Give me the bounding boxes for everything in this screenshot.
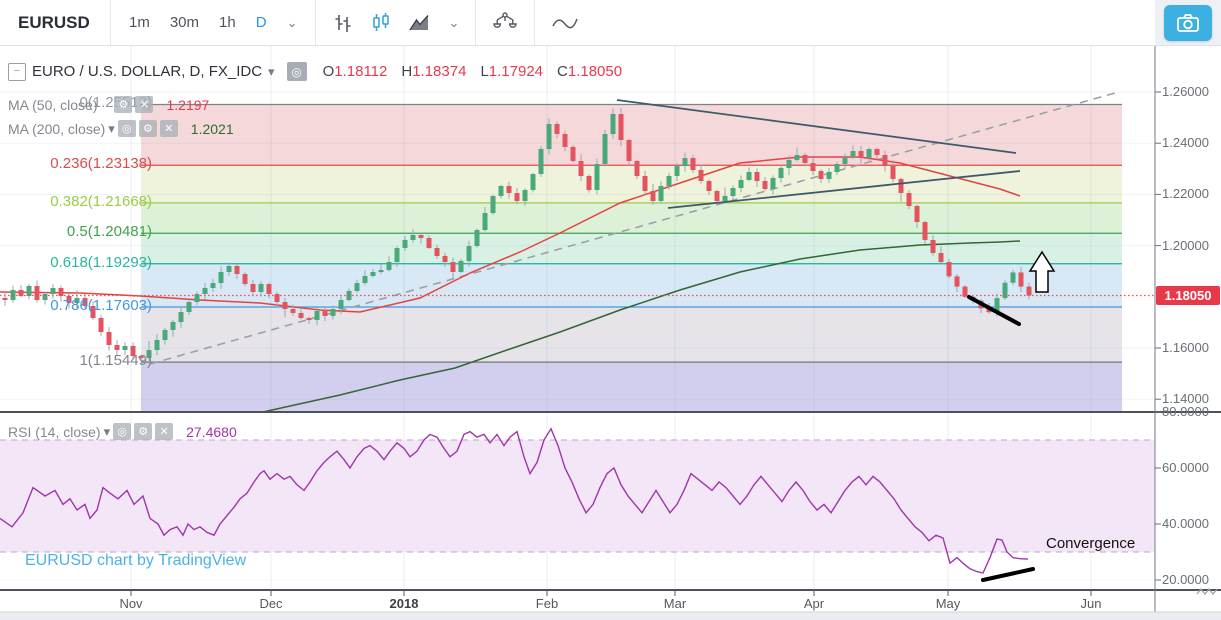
ma200-dropdown-icon[interactable]: ▾: [108, 121, 115, 136]
price-axis-tick: 1.20000: [1162, 237, 1209, 253]
eye-toggle-icon[interactable]: ◎: [286, 62, 307, 81]
line-tool-group: [535, 13, 595, 33]
time-axis-label-May: May: [935, 596, 961, 611]
rsi-axis-tick: 60.0000: [1162, 460, 1209, 475]
price-axis-tick: 1.26000: [1162, 84, 1209, 99]
toolbar-separator: [475, 0, 477, 45]
interval-button-1m[interactable]: 1m: [129, 14, 150, 31]
low-value: 1.17924: [488, 63, 544, 80]
time-axis-label-2018: 2018: [389, 596, 419, 611]
chart-canvas[interactable]: [0, 46, 1221, 620]
rsi-legend[interactable]: RSI (14, close) ▾ ◎ ⚙ ✕ 27.4680: [8, 423, 237, 440]
interval-button-D[interactable]: D: [255, 14, 267, 31]
price-axis-tick: 1.14000: [1162, 391, 1209, 407]
price-axis-tick: 1.24000: [1162, 135, 1209, 151]
fib-label-0.618: 0.618(1.19293): [50, 253, 152, 271]
ma50-value: 1.2197: [166, 96, 210, 113]
fib-label-0.786: 0.786(1.17603): [50, 296, 152, 314]
collapse-pane-icon[interactable]: −: [8, 62, 26, 81]
ma200-value: 1.2021: [190, 120, 234, 137]
time-axis-label-Jun: Jun: [1080, 596, 1102, 611]
symbol-button[interactable]: EURUSD: [18, 12, 90, 32]
ma200-gear-icon[interactable]: ⚙: [138, 120, 157, 137]
ohlc-values: O1.18112 H1.18374 L1.17924 C1.18050: [322, 63, 623, 80]
camera-snapshot-button[interactable]: [1164, 4, 1212, 41]
interval-chevron-icon[interactable]: ⌄: [286, 15, 298, 30]
ma50-gear-icon[interactable]: ⚙: [114, 96, 133, 113]
open-value: 1.18112: [334, 63, 388, 80]
rsi-close-icon[interactable]: ✕: [155, 423, 174, 440]
chart-title[interactable]: EURO / U.S. DOLLAR, D, FX_IDC: [32, 63, 263, 80]
candles-chart-icon[interactable]: [370, 12, 392, 34]
title-dropdown-icon[interactable]: ▾: [268, 64, 275, 79]
squiggle-line-icon[interactable]: [551, 13, 579, 33]
price-axis-tick: 1.22000: [1162, 186, 1209, 202]
ma200-close-icon[interactable]: ✕: [159, 120, 178, 137]
chart-area: − EURO / U.S. DOLLAR, D, FX_IDC ▾ ◎ O1.1…: [0, 46, 1221, 613]
area-chart-icon[interactable]: [408, 12, 432, 34]
convergence-annotation: Convergence: [1046, 535, 1136, 552]
time-axis-label-Nov: Nov: [119, 596, 143, 611]
time-axis-label-Feb: Feb: [535, 596, 559, 611]
fib-label-0.382: 0.382(1.21668): [50, 192, 152, 210]
high-value: 1.18374: [412, 63, 467, 80]
ma50-legend[interactable]: MA (50, close) ⚙ ✕ 1.2197: [8, 96, 209, 113]
rsi-gear-icon[interactable]: ⚙: [134, 423, 153, 440]
bars-chart-icon[interactable]: [332, 12, 354, 34]
toolbar-right-section: [1155, 0, 1221, 45]
ma200-eye-icon[interactable]: ◎: [117, 120, 136, 137]
price-axis-tick: 1.16000: [1162, 340, 1209, 355]
current-price-badge: 1.18050: [1156, 286, 1220, 305]
rsi-value: 27.4680: [186, 423, 237, 440]
toolbar-separator: [110, 0, 111, 45]
fib-label-1: 1(1.15449): [79, 352, 152, 370]
tradingview-watermark[interactable]: EURUSD chart by TradingView: [25, 552, 247, 569]
interval-group: 1m 30m 1h D ⌄: [111, 14, 315, 31]
compare-group: [476, 11, 534, 35]
interval-button-1h[interactable]: 1h: [219, 14, 236, 31]
rsi-axis-tick: 20.0000: [1162, 572, 1209, 587]
chart-type-group: ⌄: [316, 12, 475, 34]
interval-button-30m[interactable]: 30m: [169, 14, 200, 31]
toolbar-separator: [534, 0, 536, 45]
fib-label-0.236: 0.236(1.23138): [50, 155, 152, 173]
time-axis-label-Mar: Mar: [663, 596, 687, 611]
top-toolbar: EURUSD 1m 30m 1h D ⌄ ⌄: [0, 0, 1221, 46]
compare-scales-icon[interactable]: [492, 11, 518, 35]
time-axis-label-Apr: Apr: [803, 596, 825, 611]
ma200-label: MA (200, close): [8, 120, 106, 137]
toolbar-separator: [315, 0, 317, 45]
rsi-axis-tick: 40.0000: [1162, 516, 1209, 531]
rsi-dropdown-icon[interactable]: ▾: [103, 424, 111, 439]
rsi-eye-icon[interactable]: ◎: [113, 423, 132, 440]
close-value: 1.18050: [567, 63, 623, 80]
chart-type-chevron-icon[interactable]: ⌄: [448, 15, 460, 30]
ma50-label: MA (50, close): [8, 96, 98, 113]
rsi-axis-tick: 80.0000: [1162, 404, 1209, 419]
rsi-label: RSI (14, close): [8, 423, 101, 440]
main-pane-legend: − EURO / U.S. DOLLAR, D, FX_IDC ▾ ◎ O1.1…: [8, 62, 622, 81]
ma200-legend[interactable]: MA (200, close) ▾ ◎ ⚙ ✕ 1.2021: [8, 120, 234, 137]
fib-label-0.5: 0.5(1.20481): [66, 223, 152, 241]
time-axis-label-Dec: Dec: [259, 596, 283, 611]
ma50-close-icon[interactable]: ✕: [135, 96, 154, 113]
